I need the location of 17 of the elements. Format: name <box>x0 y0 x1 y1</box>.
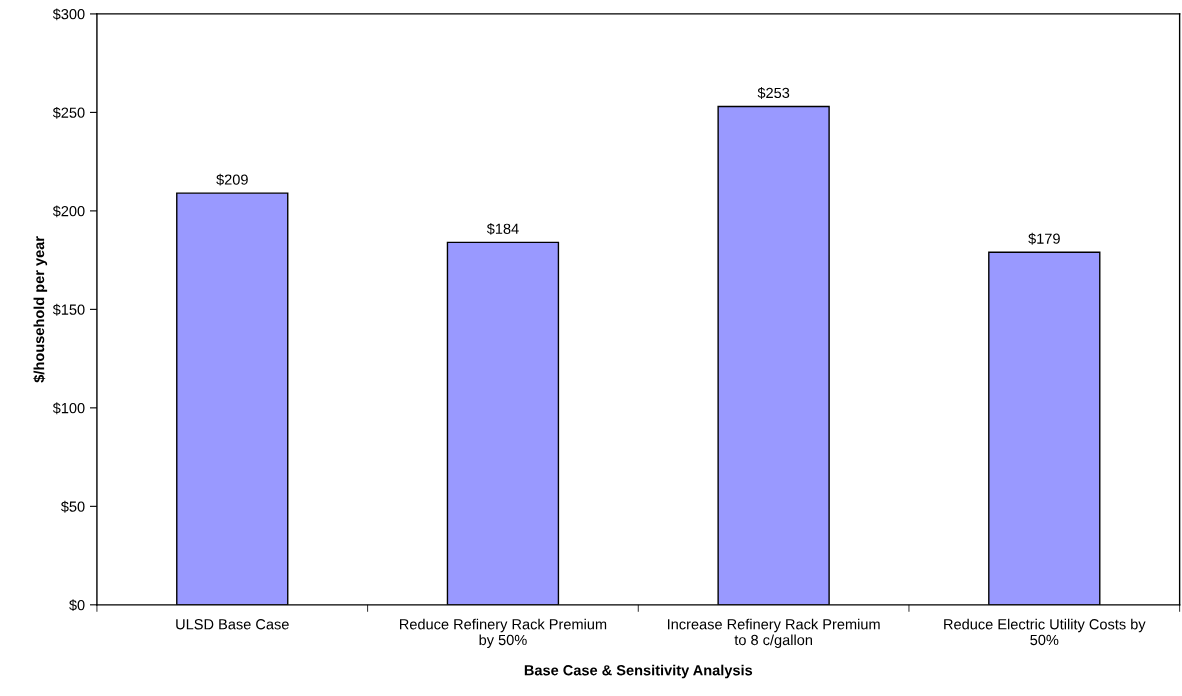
y-axis-title: $/household per year <box>33 236 48 383</box>
y-tick-label: $300 <box>52 8 85 21</box>
y-tick-label: $50 <box>60 500 85 513</box>
x-tick-label: Reduce Electric Utility Costs by 50% <box>944 618 1146 646</box>
y-tick-label: $100 <box>52 402 85 415</box>
data-label: $253 <box>757 87 790 99</box>
y-tick-label: $250 <box>52 106 85 119</box>
data-label: $209 <box>216 173 248 186</box>
x-tick-label: ULSD Base Case <box>176 619 289 630</box>
y-tick-label: $150 <box>52 303 85 316</box>
data-label: $179 <box>1028 232 1060 245</box>
x-tick-label: Increase Refinery Rack Premium to 8 c/gallon <box>667 618 880 649</box>
x-tick-label: Reduce Refinery Rack Premium by 50% <box>400 618 607 649</box>
y-tick-label: $0 <box>69 599 85 612</box>
y-tick-label: $200 <box>52 205 85 218</box>
data-label: $184 <box>486 223 519 235</box>
x-axis-title: Base Case & Sensitivity Analysis <box>524 664 753 679</box>
